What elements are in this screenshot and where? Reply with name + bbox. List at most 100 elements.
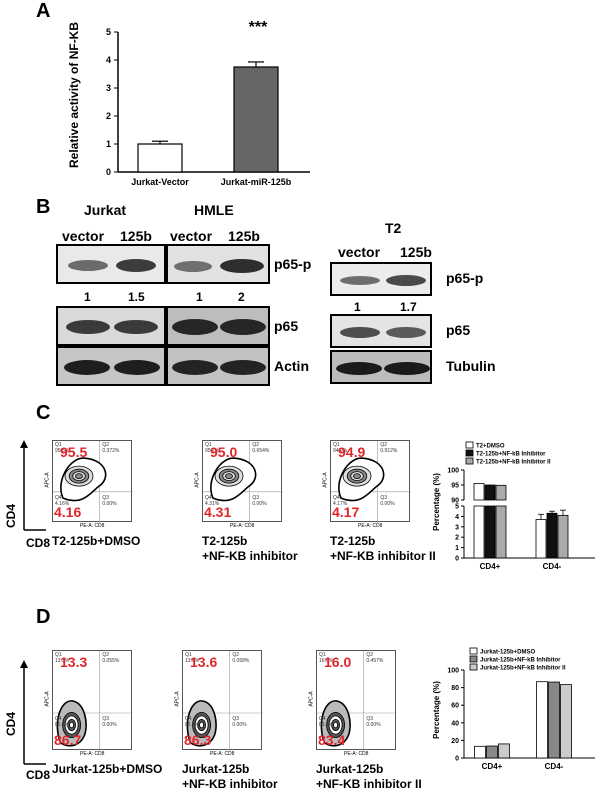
- contour-ring: [225, 473, 233, 480]
- panel-a-bar: [137, 143, 183, 173]
- flow-caption-1: Jurkat-125b: [182, 762, 250, 776]
- panel-a-ytick-label: 1: [106, 139, 111, 149]
- panel-c-bar: [484, 484, 496, 501]
- flow-plot: Q1 13.6% Q2 0.058% Q4 86.3% Q3 0.00%: [182, 650, 263, 751]
- q1-name: Q1: [55, 442, 62, 448]
- contour-ring: [199, 721, 205, 729]
- blot-t2-p65p: [330, 262, 432, 296]
- panel-c-ytick-label: 1: [455, 545, 459, 552]
- panel-a-ytick-label: 0: [106, 167, 111, 177]
- panel-d-xtick-label: CD4-: [545, 762, 564, 771]
- q1-value: 13.6%: [185, 658, 200, 664]
- panel-d-bar: [536, 681, 548, 759]
- flow-x-name: PE-A: CD8: [358, 523, 383, 529]
- panel-d-axis-cd4: CD4: [4, 711, 18, 736]
- legend-label: T2-125b+NF-kB Inhibitor: [476, 452, 546, 458]
- contour-ring: [333, 721, 339, 729]
- panel-c-bar: [546, 512, 558, 559]
- q2-name: Q2: [366, 652, 374, 658]
- row-label-t2-p65p: p65-p: [446, 270, 484, 286]
- flow-top-percent: 13.6: [190, 654, 218, 670]
- flow-x-name: PE-A: CD8: [230, 523, 255, 529]
- panel-a-ylabel: Relative activity of NF-KB: [67, 22, 81, 168]
- legend-swatch: [469, 663, 478, 671]
- panel-c-bar: [495, 484, 507, 501]
- q4-name: Q4: [319, 716, 326, 722]
- q2-value: 0.055%: [102, 658, 120, 664]
- q3-value: 0.00%: [232, 722, 247, 728]
- flow-top-percent: 13.3: [60, 654, 88, 670]
- q4-name: Q4: [55, 494, 62, 501]
- q1-name: Q1: [185, 652, 192, 658]
- panel-d-axis: 0 20 40 60 80 100: [447, 668, 595, 763]
- legend-label: Jurkat-125b+NF-kB Inhibitor: [480, 658, 561, 664]
- panel-a-ytick-label: 3: [106, 83, 111, 93]
- lane-jurkat-125b: 125b: [120, 228, 152, 244]
- panel-c-ylabel: Percentage (%): [432, 473, 441, 531]
- lane-jurkat-vector: vector: [62, 228, 105, 244]
- flow-x-name: PE-A: CD8: [344, 751, 369, 757]
- q1-value: 95.5%: [55, 448, 70, 454]
- row-label-p65p: p65-p: [274, 256, 312, 272]
- quant-hmle-vector: 1: [196, 290, 203, 304]
- legend-swatch: [469, 647, 478, 655]
- panel-c-legend: T2+DMSO T2-125b+NF-kB Inhibitor T2-125b+NF…: [465, 441, 551, 466]
- q4-value: 4.17%: [333, 500, 348, 507]
- q4-name: Q4: [333, 494, 340, 501]
- panel-a-xtick-label: Jurkat-miR-125b: [221, 177, 292, 187]
- flow-plot: Q1 94.9% Q2 0.912% Q4 4.17% Q3 0.00%: [330, 440, 411, 523]
- blot-jurkat-p65p: [56, 244, 166, 284]
- q3-value: 0.00%: [380, 500, 395, 507]
- panel-a-bars: Jurkat-Vector Jurkat-miR-125b: [131, 61, 292, 187]
- flow-x-name: PE-A: CD8: [210, 751, 235, 757]
- panel-c-ytick-label: 100: [447, 468, 459, 475]
- flow-y-name: APC-A: [44, 691, 51, 707]
- contour-ring: [353, 473, 361, 480]
- flow-contour: [203, 441, 283, 523]
- panel-d-ylabel: Percentage (%): [432, 681, 441, 739]
- row-label-t2-p65: p65: [446, 322, 471, 338]
- q4-name: Q4: [205, 494, 212, 501]
- panel-c-bar: [535, 519, 547, 559]
- quant-hmle-125b: 2: [238, 290, 245, 304]
- panel-b-label: B: [36, 196, 51, 218]
- quant-t2-vector: 1: [354, 300, 361, 314]
- panel-c-axis: 90 95 100 0 1 2 3 4 5: [447, 468, 595, 563]
- flow-caption-2: +NF-KB inhibitor II: [316, 777, 422, 791]
- panel-c-bar: [495, 505, 507, 559]
- legend-swatch: [465, 441, 474, 449]
- q4-value: 86.3%: [185, 722, 200, 728]
- q3-name: Q3: [366, 716, 374, 722]
- panel-a-bar: [233, 66, 279, 173]
- panel-a-ytick-label: 2: [106, 111, 111, 121]
- flow-caption-1: Jurkat-125b: [316, 762, 384, 776]
- row-label-actin: Actin: [274, 358, 309, 374]
- panel-c-corner-arrows: [20, 440, 46, 531]
- quant-jurkat-vector: 1: [84, 290, 91, 304]
- blot-hmle-p65: [166, 306, 270, 346]
- q3-name: Q3: [102, 494, 110, 501]
- flow-y-name: APC-A: [194, 472, 201, 488]
- legend-label: Jurkat-125b+NF-kB Inhibitor II: [480, 666, 566, 672]
- flow-contour: [183, 651, 263, 751]
- panel-d-bar: [474, 745, 486, 759]
- lane-hmle-125b: 125b: [228, 228, 260, 244]
- flow-plot: Q1 13.3% Q2 0.055% Q4 86.7% Q3 0.00%: [52, 650, 133, 751]
- q4-value: 4.31%: [205, 500, 220, 507]
- contour-ring: [69, 721, 75, 729]
- blot-t2-p65: [330, 314, 432, 348]
- flow-y-name: APC-A: [44, 472, 51, 488]
- flow-x-name: PE-A: CD8: [80, 751, 105, 757]
- flow-caption-2: +NF-KB inhibitor: [202, 549, 298, 563]
- flow-caption-1: T2-125b+DMSO: [52, 534, 141, 548]
- q3-name: Q3: [102, 716, 110, 722]
- panel-c-xtick-label: CD4+: [480, 562, 501, 571]
- legend-swatch: [469, 655, 478, 663]
- flow-bottom-percent: 86.3: [184, 732, 212, 748]
- flow-y-name: APC-A: [174, 691, 181, 707]
- lane-t2-vector: vector: [338, 244, 381, 260]
- flow-plot: Q1 95.5% Q2 0.372% Q4 4.16% Q3 0.00%: [52, 440, 133, 523]
- flow-top-percent: 95.5: [60, 444, 88, 460]
- q2-value: 0.912%: [380, 448, 398, 454]
- panel-d-corner-arrows: [20, 660, 46, 765]
